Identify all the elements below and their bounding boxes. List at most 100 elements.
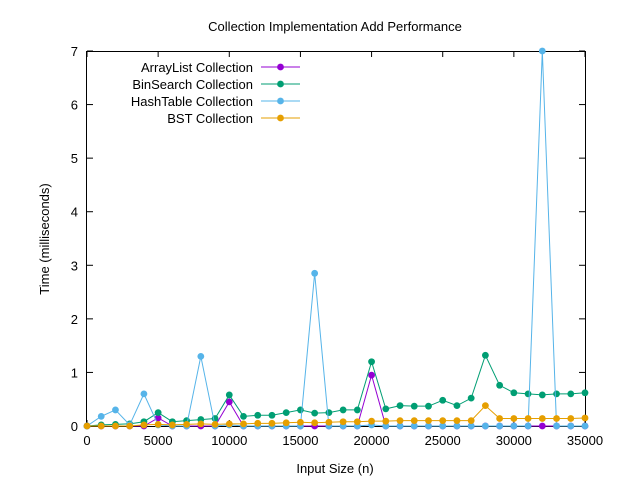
data-point	[339, 406, 347, 414]
data-point	[83, 422, 91, 430]
data-point	[368, 371, 375, 379]
data-point	[112, 422, 119, 430]
data-point	[97, 412, 105, 420]
data-point	[396, 402, 404, 410]
y-tick-label: 1	[71, 365, 78, 380]
data-point	[225, 420, 233, 428]
legend-entry: HashTable Collection	[131, 94, 300, 109]
x-tick-label: 20000	[353, 433, 389, 448]
data-point	[510, 422, 518, 430]
x-tick-label: 30000	[496, 433, 532, 448]
data-point	[225, 398, 233, 406]
data-point	[225, 391, 233, 399]
data-point	[154, 420, 162, 428]
y-tick-label: 6	[71, 98, 78, 113]
y-tick-label: 5	[71, 151, 78, 166]
data-point	[240, 420, 247, 428]
data-point	[382, 405, 390, 413]
data-point	[439, 417, 447, 425]
data-point	[311, 409, 319, 417]
data-point	[382, 417, 390, 425]
x-tick-label: 0	[83, 433, 90, 448]
x-tick-label: 5000	[144, 433, 173, 448]
legend-entry: BST Collection	[167, 111, 300, 126]
data-point	[339, 418, 347, 426]
data-point	[382, 422, 390, 430]
y-tick-label: 0	[71, 419, 78, 434]
x-tick-label: 35000	[567, 433, 603, 448]
data-point	[496, 381, 504, 389]
data-point	[368, 358, 375, 366]
data-point	[453, 417, 461, 425]
data-point	[496, 422, 504, 430]
data-point	[553, 422, 560, 430]
legend-swatch-point	[277, 97, 284, 105]
data-point	[524, 390, 532, 398]
data-point	[197, 352, 205, 360]
data-point	[467, 422, 475, 430]
data-point	[482, 422, 489, 430]
y-axis-label: Time (milliseconds)	[37, 183, 52, 294]
data-point	[368, 417, 375, 425]
series-line	[86, 353, 586, 427]
legend-label: HashTable Collection	[131, 94, 253, 109]
x-tick-label: 10000	[211, 433, 247, 448]
data-point	[353, 418, 361, 426]
data-point	[410, 422, 418, 430]
legend-swatch-point	[277, 114, 284, 122]
series-bst-collection	[83, 402, 589, 430]
data-point	[453, 402, 461, 410]
data-point	[211, 420, 219, 428]
data-point	[410, 417, 418, 425]
data-point	[183, 420, 191, 428]
data-point	[268, 411, 276, 419]
data-point	[567, 390, 575, 398]
legend-swatch-point	[277, 63, 284, 71]
data-point	[311, 419, 319, 427]
data-point	[425, 422, 432, 430]
data-point	[524, 415, 532, 422]
data-point	[311, 269, 319, 277]
data-point	[126, 422, 134, 430]
legend-entry: ArrayList Collection	[141, 60, 300, 75]
data-point	[482, 351, 489, 359]
y-tick-label: 3	[71, 258, 78, 273]
data-point	[353, 406, 361, 414]
data-point	[282, 409, 290, 417]
data-point	[410, 402, 418, 410]
data-point	[396, 422, 404, 430]
data-point	[325, 409, 333, 417]
data-point	[467, 394, 475, 402]
legend-entry: BinSearch Collection	[132, 77, 300, 92]
data-point	[197, 420, 205, 428]
legend: ArrayList Collection BinSearch Collection…	[131, 60, 300, 126]
data-point	[240, 412, 247, 420]
data-point	[154, 414, 162, 422]
data-point	[297, 418, 304, 426]
y-tick-label: 2	[71, 312, 78, 327]
data-point	[524, 422, 532, 430]
data-point	[496, 415, 504, 422]
data-point	[538, 47, 546, 55]
data-point	[140, 390, 148, 398]
data-point	[538, 391, 546, 399]
data-point	[482, 402, 489, 410]
data-point	[425, 402, 432, 410]
data-point	[297, 406, 304, 414]
data-point	[154, 409, 162, 417]
x-tick-label: 15000	[282, 433, 318, 448]
data-point	[396, 417, 404, 425]
data-point	[581, 389, 589, 397]
data-point	[168, 421, 176, 429]
data-point	[140, 421, 148, 429]
data-point	[567, 422, 575, 430]
data-point	[510, 415, 518, 422]
series-layer	[83, 47, 589, 430]
data-point	[538, 422, 546, 430]
legend-label: BinSearch Collection	[132, 77, 253, 92]
data-point	[325, 418, 333, 426]
chart-title: Collection Implementation Add Performanc…	[208, 19, 462, 34]
data-point	[581, 414, 589, 422]
data-point	[467, 417, 475, 425]
